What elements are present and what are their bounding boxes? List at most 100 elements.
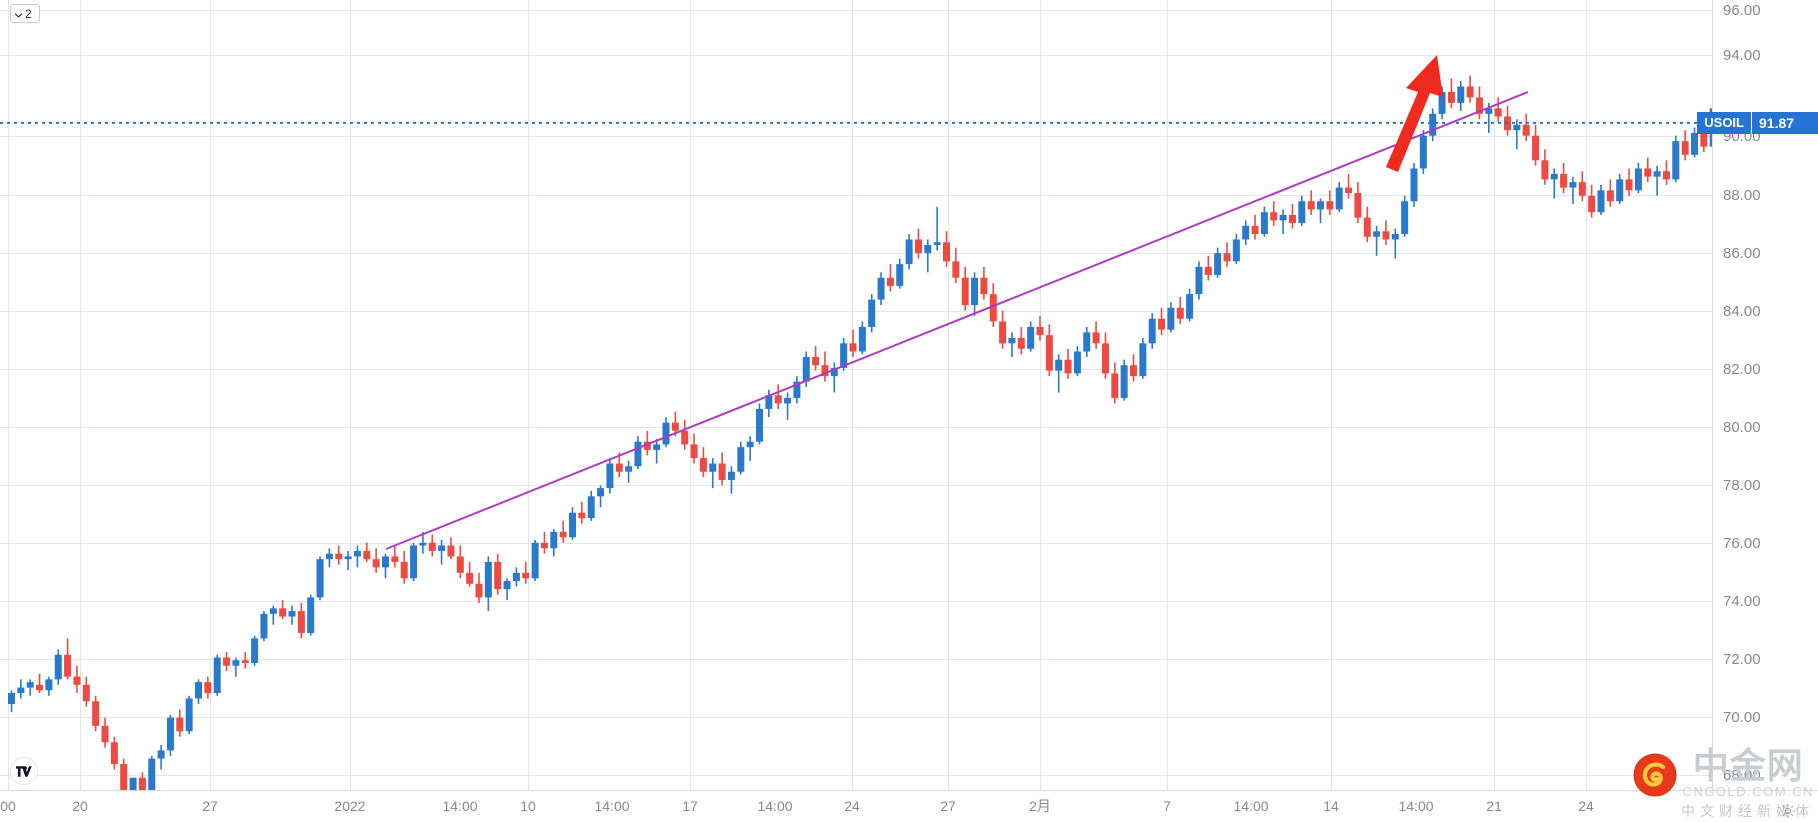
candle-body[interactable] — [1279, 214, 1287, 221]
candle-body[interactable] — [129, 777, 137, 790]
candle-body[interactable] — [1532, 135, 1540, 161]
candle-body[interactable] — [1541, 160, 1549, 180]
candle-body[interactable] — [1251, 225, 1259, 235]
candle-body[interactable] — [737, 447, 745, 472]
candle-body[interactable] — [1064, 359, 1072, 374]
candle-body[interactable] — [868, 299, 876, 327]
candle-body[interactable] — [1326, 201, 1334, 210]
candle-body[interactable] — [681, 430, 689, 445]
candle-body[interactable] — [353, 550, 361, 557]
arrow-shape[interactable] — [1386, 55, 1443, 172]
candle-body[interactable] — [232, 660, 240, 666]
candle-body[interactable] — [756, 408, 763, 442]
candle-body[interactable] — [671, 422, 679, 431]
gear-icon[interactable] — [1780, 803, 1796, 819]
candle-body[interactable] — [1139, 343, 1147, 377]
candle-body[interactable] — [484, 561, 492, 598]
candle-body[interactable] — [8, 693, 15, 704]
candle-body[interactable] — [17, 687, 25, 694]
candle-body[interactable] — [999, 321, 1007, 344]
candle-body[interactable] — [1522, 124, 1530, 136]
candle-body[interactable] — [1438, 91, 1446, 114]
candle-body[interactable] — [185, 698, 193, 732]
candle-body[interactable] — [830, 367, 838, 377]
candle-body[interactable] — [1242, 225, 1250, 240]
candle-body[interactable] — [784, 397, 792, 404]
candle-body[interactable] — [952, 261, 960, 278]
candle-body[interactable] — [522, 572, 530, 579]
candle-body[interactable] — [1317, 201, 1324, 210]
candle-body[interactable] — [634, 441, 642, 467]
candle-body[interactable] — [699, 458, 707, 472]
candle-body[interactable] — [840, 343, 848, 368]
candle-body[interactable] — [1260, 212, 1268, 235]
candle-body[interactable] — [1672, 141, 1680, 180]
candle-body[interactable] — [643, 441, 651, 450]
candle-body[interactable] — [1120, 365, 1128, 398]
candle-body[interactable] — [587, 496, 595, 519]
candle-body[interactable] — [64, 654, 72, 677]
candle-body[interactable] — [905, 239, 913, 265]
candle-body[interactable] — [466, 572, 474, 584]
candle-body[interactable] — [569, 512, 576, 538]
candle-body[interactable] — [316, 559, 324, 598]
candle-body[interactable] — [120, 764, 128, 790]
candle-body[interactable] — [213, 657, 221, 694]
candle-body[interactable] — [82, 684, 90, 702]
candle-body[interactable] — [625, 466, 633, 472]
candle-body[interactable] — [419, 542, 427, 546]
candle-body[interactable] — [821, 365, 829, 377]
candle-body[interactable] — [251, 638, 259, 663]
candle-body[interactable] — [1494, 108, 1502, 117]
candle-body[interactable] — [877, 277, 885, 300]
candle-body[interactable] — [765, 395, 773, 409]
candle-body[interactable] — [73, 676, 81, 685]
candle-body[interactable] — [45, 679, 53, 691]
candle-body[interactable] — [1644, 168, 1652, 177]
candle-body[interactable] — [438, 545, 446, 551]
candle-body[interactable] — [896, 264, 904, 286]
candle-body[interactable] — [1158, 318, 1166, 330]
candle-body[interactable] — [1578, 182, 1586, 196]
candle-body[interactable] — [335, 553, 343, 560]
candle-body[interactable] — [1391, 234, 1399, 240]
candle-body[interactable] — [1410, 168, 1418, 202]
candle-body[interactable] — [1700, 132, 1708, 147]
candle-body[interactable] — [512, 572, 520, 582]
candle-body[interactable] — [1550, 173, 1558, 180]
candle-body[interactable] — [36, 684, 44, 691]
candle-body[interactable] — [325, 553, 333, 560]
candle-body[interactable] — [204, 682, 212, 694]
candle-body[interactable] — [138, 777, 146, 790]
candle-body[interactable] — [709, 463, 717, 472]
candle-body[interactable] — [1270, 212, 1278, 221]
candle-body[interactable] — [1017, 337, 1025, 349]
candle-body[interactable] — [1419, 135, 1427, 169]
candle-body[interactable] — [989, 294, 997, 322]
candle-body[interactable] — [924, 244, 932, 254]
bullish-breakout-arrow[interactable] — [1386, 55, 1443, 172]
candle-body[interactable] — [400, 561, 408, 579]
candle-body[interactable] — [933, 242, 941, 245]
candle-body[interactable] — [307, 597, 315, 633]
candle-body[interactable] — [223, 657, 231, 666]
candle-body[interactable] — [1027, 326, 1035, 349]
candle-body[interactable] — [1429, 113, 1437, 136]
candle-body[interactable] — [1560, 173, 1568, 188]
candle-body[interactable] — [1167, 307, 1175, 330]
candle-body[interactable] — [943, 242, 950, 262]
candle-body[interactable] — [410, 545, 418, 579]
candle-body[interactable] — [812, 356, 820, 366]
candle-body[interactable] — [540, 542, 548, 549]
candle-body[interactable] — [382, 556, 389, 568]
candle-body[interactable] — [1373, 231, 1381, 237]
candle-body[interactable] — [718, 463, 726, 480]
candle-body[interactable] — [1382, 231, 1390, 240]
candle-body[interactable] — [148, 758, 156, 790]
candle-body[interactable] — [1130, 365, 1137, 377]
candle-body[interactable] — [1195, 266, 1203, 295]
candle-body[interactable] — [363, 550, 371, 560]
price-axis[interactable]: 96.00 94.00 90.00 88.00 86.00 84.00 82.00 80.00… — [1697, 0, 1818, 790]
candle-body[interactable] — [1597, 190, 1605, 213]
candle-body[interactable] — [391, 556, 399, 562]
